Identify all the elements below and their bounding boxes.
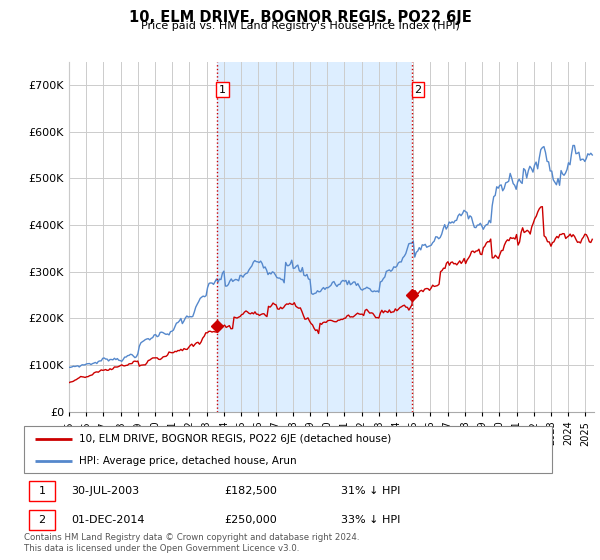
- Text: Contains HM Land Registry data © Crown copyright and database right 2024.
This d: Contains HM Land Registry data © Crown c…: [24, 533, 359, 553]
- Text: £182,500: £182,500: [224, 486, 278, 496]
- Bar: [217, 62, 412, 412]
- Text: 1: 1: [38, 486, 46, 496]
- Text: 10, ELM DRIVE, BOGNOR REGIS, PO22 6JE: 10, ELM DRIVE, BOGNOR REGIS, PO22 6JE: [128, 10, 472, 25]
- Bar: [29, 510, 55, 530]
- Text: 10, ELM DRIVE, BOGNOR REGIS, PO22 6JE (detached house): 10, ELM DRIVE, BOGNOR REGIS, PO22 6JE (d…: [79, 434, 392, 444]
- Text: HPI: Average price, detached house, Arun: HPI: Average price, detached house, Arun: [79, 456, 297, 466]
- Text: 30-JUL-2003: 30-JUL-2003: [71, 486, 140, 496]
- Text: 1: 1: [219, 85, 226, 95]
- Text: 2: 2: [415, 85, 422, 95]
- Text: 33% ↓ HPI: 33% ↓ HPI: [341, 515, 400, 525]
- Bar: [29, 481, 55, 501]
- Text: 31% ↓ HPI: 31% ↓ HPI: [341, 486, 400, 496]
- Text: Price paid vs. HM Land Registry's House Price Index (HPI): Price paid vs. HM Land Registry's House …: [140, 21, 460, 31]
- Text: 2: 2: [38, 515, 46, 525]
- Text: £250,000: £250,000: [224, 515, 277, 525]
- Text: 01-DEC-2014: 01-DEC-2014: [71, 515, 145, 525]
